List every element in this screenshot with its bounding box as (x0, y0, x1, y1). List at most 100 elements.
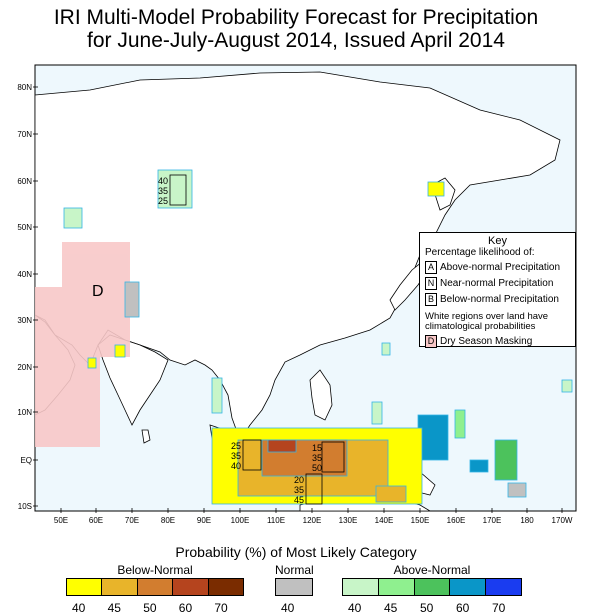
cell-far-east (561, 379, 573, 393)
tick-below-50: 50 (143, 601, 157, 615)
key-item-below: B Below-normal Precipitation (420, 293, 575, 306)
key-heading: Percentage likelihood of: (425, 247, 535, 258)
swatch-below-50 (137, 579, 174, 595)
forecast-cells (63, 169, 573, 505)
philippines-land (309, 369, 333, 421)
lat-50n: 50N (17, 223, 32, 232)
key-letter-below: B (425, 293, 437, 306)
forecast-title: IRI Multi-Model Probability Forecast for… (0, 6, 592, 52)
cell-pacific-green (454, 409, 466, 439)
lon-100e: 100E (231, 516, 250, 525)
lon-170w: 170W (552, 516, 573, 525)
sulawesi-n: 35 (312, 453, 322, 463)
cell-west-pacific-1 (381, 342, 391, 356)
siberia-tercile: 40 35 25 (158, 174, 187, 206)
legend-normal-ticks: 40 (275, 601, 313, 615)
swatch-above-40 (343, 579, 379, 595)
legend-below-label: Below-Normal (117, 563, 193, 577)
cell-png (375, 485, 407, 503)
key-letter-dry: D (425, 335, 437, 348)
legend-below-ticks: 40 45 50 60 70 (66, 601, 244, 615)
swatch-below-40 (67, 579, 103, 595)
forecast-map: 40 35 25 25 35 40 15 35 50 20 35 45 D 80… (17, 64, 577, 525)
key-item-near: N Near-normal Precipitation (420, 277, 575, 290)
legend-above-label: Above-Normal (393, 563, 471, 577)
swatch-above-60 (450, 579, 487, 595)
swatch-above-70 (486, 579, 521, 595)
longitude-labels: 50E 60E 70E 80E 90E 100E 110E 120E 130E … (54, 516, 573, 525)
cell-dateline-blue (469, 459, 489, 473)
borneo-b: 40 (231, 461, 241, 471)
title-line-1: IRI Multi-Model Probability Forecast for… (53, 6, 539, 29)
lon-70e: 70E (125, 516, 139, 525)
southsea-n: 35 (294, 485, 304, 495)
key-item-dry: D Dry Season Masking (420, 335, 575, 348)
tick-above-45: 45 (384, 601, 398, 615)
cell-india-sw (87, 357, 97, 369)
cell-kazakh (63, 207, 83, 229)
tick-above-60: 60 (456, 601, 470, 615)
legend-above-bar (342, 578, 522, 596)
sulawesi-b: 50 (312, 463, 322, 473)
cell-burma (211, 377, 223, 414)
swatch-below-70 (208, 579, 244, 595)
siberia-box (169, 174, 187, 206)
key-label-near: Near-normal Precipitation (440, 278, 554, 289)
map-key: Key Percentage likelihood of: A Above-no… (419, 232, 576, 348)
tick-above-70: 70 (492, 601, 506, 615)
cell-india-ne (114, 344, 126, 358)
swatch-above-50 (414, 579, 451, 595)
southsea-box (305, 473, 323, 505)
title-line-2: for June-July-August 2014, Issued April … (87, 29, 505, 52)
tercile-boxes: 40 35 25 25 35 40 15 35 50 20 35 45 (158, 174, 345, 505)
lat-60n: 60N (17, 177, 32, 186)
siberia-b: 25 (158, 196, 168, 206)
cell-west-pacific-2 (371, 401, 383, 425)
latitude-labels: 80N 70N 60N 50N 40N 30N 20N 10N EQ 10S (17, 83, 32, 511)
key-label-dry: Dry Season Masking (440, 336, 533, 347)
cell-maritime-dark (267, 439, 297, 453)
key-label-above: Above-normal Precipitation (440, 262, 561, 273)
tick-normal-40: 40 (281, 601, 295, 615)
mask-middle-east (62, 242, 130, 357)
lon-60e: 60E (89, 516, 103, 525)
lon-90e: 90E (197, 516, 211, 525)
swatch-below-45 (102, 579, 138, 595)
lat-eq: EQ (20, 456, 32, 465)
sulawesi-tercile: 15 35 50 (312, 441, 345, 473)
cell-pacific-blue (417, 414, 449, 461)
sulawesi-box (321, 441, 345, 473)
dry-mask-letter: D (92, 283, 104, 300)
legend-below-normal: Below-Normal 40 45 50 60 70 (66, 563, 244, 615)
tick-above-50: 50 (420, 601, 434, 615)
lon-180: 180 (520, 516, 534, 525)
lon-140e: 140E (375, 516, 394, 525)
legend-normal-label: Normal (275, 563, 314, 577)
legend-above-ticks: 40 45 50 60 70 (342, 601, 522, 615)
lon-50e: 50E (54, 516, 68, 525)
southsea-tercile: 20 35 45 (294, 473, 323, 505)
siberia-n: 35 (158, 186, 168, 196)
legend-normal-bar (275, 578, 313, 596)
lat-10n: 10N (17, 408, 32, 417)
key-item-above: A Above-normal Precipitation (420, 261, 575, 274)
borneo-a: 25 (231, 441, 241, 451)
lon-150e: 150E (411, 516, 430, 525)
legend-title: Probability (%) of Most Likely Category (175, 544, 417, 560)
lat-40n: 40N (17, 270, 32, 279)
longitude-ticks (60, 508, 563, 513)
key-label-below: Below-normal Precipitation (440, 294, 559, 305)
lat-20n: 20N (17, 363, 32, 372)
lon-130e: 130E (339, 516, 358, 525)
cell-kamchatka (427, 181, 445, 197)
latitude-ticks (33, 86, 38, 507)
swatch-below-60 (173, 579, 209, 595)
swatch-normal-40 (276, 579, 312, 595)
sulawesi-a: 15 (312, 443, 322, 453)
key-letter-near: N (425, 277, 437, 290)
mask-arabia-south (35, 350, 90, 410)
key-title: Key (488, 235, 507, 247)
legend-normal: Normal 40 (275, 563, 314, 615)
tick-below-70: 70 (214, 601, 228, 615)
lon-110e: 110E (267, 516, 285, 525)
